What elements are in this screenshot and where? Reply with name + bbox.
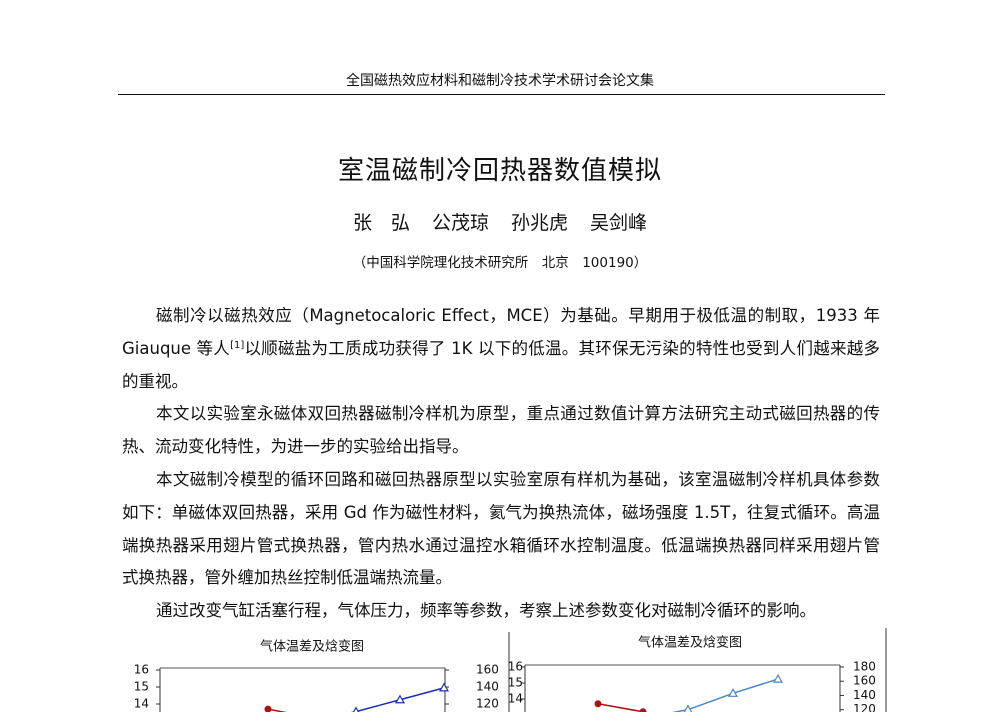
y2-tick-label: 160 xyxy=(476,663,499,677)
paragraph: 通过改变气缸活塞行程，气体压力，频率等参数，考察上述参数变化对磁制冷循环的影响。 xyxy=(122,595,880,628)
y-tick-label: 16 xyxy=(134,663,149,677)
text: 本文以实验室永磁体双回热器磁制冷样机为原型，重点通过数值计算方法研究主动式磁回热… xyxy=(122,404,880,457)
y2-tick-label: 120 xyxy=(853,702,876,712)
point xyxy=(438,682,450,692)
point xyxy=(394,694,406,704)
y2-tick-label: 180 xyxy=(853,660,876,674)
running-title: 全国磁热效应材料和磁制冷技术学术研讨会论文集 xyxy=(346,73,654,89)
y-tick-label: 15 xyxy=(508,676,523,690)
author: 孙兆虎 xyxy=(511,212,569,234)
body-text: 磁制冷以磁热效应（Magnetocaloric Effect，MCE）为基础。早… xyxy=(122,300,880,628)
citation: [1] xyxy=(230,339,245,351)
author: 公茂琼 xyxy=(431,212,489,234)
point xyxy=(639,708,647,712)
point xyxy=(683,704,693,712)
chart-title: 气体温差及焓变图 xyxy=(638,635,742,651)
series-line xyxy=(597,703,644,712)
affiliation: （中国科学院理化技术研究所 北京 100190） xyxy=(352,255,648,271)
y2-tick-label: 140 xyxy=(476,680,499,694)
series-line xyxy=(671,678,779,712)
y-tick-label: 14 xyxy=(134,697,149,711)
point xyxy=(264,705,272,712)
text: 磁制冷以磁热效应（Magnetocaloric Effect，MCE）为基础。早… xyxy=(122,306,880,358)
author: 张 弘 xyxy=(352,212,410,234)
text: 通过改变气缸活塞行程，气体压力，频率等参数，考察上述参数变化对磁制冷循环的影响。 xyxy=(156,601,816,621)
authors: 张 弘 公茂琼 孙兆虎 吴剑峰 xyxy=(0,208,1000,235)
text: 本文磁制冷模型的循环回路和磁回热器原型以实验室原有样机为基础，该室温磁制冷样机具… xyxy=(122,469,880,588)
y-tick-label: 15 xyxy=(134,680,149,694)
y-tick-label: 14 xyxy=(508,692,523,706)
y2-tick-label: 160 xyxy=(853,674,876,688)
point xyxy=(352,706,360,712)
header-rule xyxy=(118,94,885,95)
y2-tick-label: 120 xyxy=(476,697,499,711)
text: 以顺磁盐为工质成功获得了 1K 以下的低温。其环保无污染的特性也受到人们越来越多… xyxy=(122,338,880,391)
paper-title: 室温磁制冷回热器数值模拟 xyxy=(337,156,662,186)
point xyxy=(727,688,739,697)
paragraph: 本文以实验室永磁体双回热器磁制冷样机为原型，重点通过数值计算方法研究主动式磁回热… xyxy=(122,398,880,464)
paragraph: 本文磁制冷模型的循环回路和磁回热器原型以实验室原有样机为基础，该室温磁制冷样机具… xyxy=(122,464,880,595)
series-line xyxy=(267,708,287,712)
series-line xyxy=(350,687,445,712)
point xyxy=(594,700,602,708)
y-tick-label: 16 xyxy=(508,660,523,674)
chart-title: 气体温差及焓变图 xyxy=(260,639,364,655)
author: 吴剑峰 xyxy=(590,212,648,234)
y2-tick-label: 140 xyxy=(853,688,876,702)
point xyxy=(772,673,784,683)
paragraph: 磁制冷以磁热效应（Magnetocaloric Effect，MCE）为基础。早… xyxy=(122,300,880,398)
